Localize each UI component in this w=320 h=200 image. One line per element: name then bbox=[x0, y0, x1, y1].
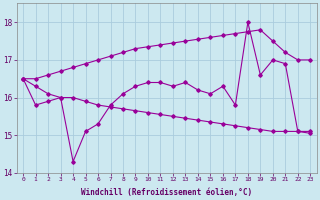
X-axis label: Windchill (Refroidissement éolien,°C): Windchill (Refroidissement éolien,°C) bbox=[81, 188, 252, 197]
